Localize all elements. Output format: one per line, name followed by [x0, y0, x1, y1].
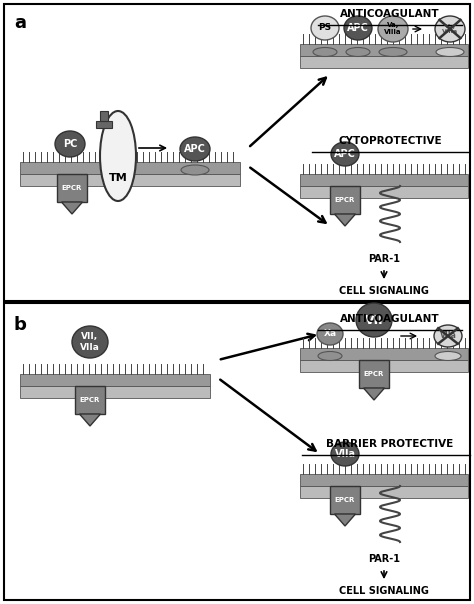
Ellipse shape	[435, 16, 465, 42]
Text: PC: PC	[63, 139, 77, 149]
Text: EPCR: EPCR	[335, 197, 355, 203]
Text: ANTICOAGULANT: ANTICOAGULANT	[340, 9, 440, 19]
Text: BARRIER PROTECTIVE: BARRIER PROTECTIVE	[327, 439, 454, 449]
Bar	[20, 174, 240, 186]
Bar	[300, 348, 468, 360]
Bar	[4, 4, 470, 301]
Ellipse shape	[346, 48, 370, 57]
Text: APC: APC	[334, 149, 356, 159]
Bar	[20, 386, 210, 398]
Bar	[100, 111, 108, 121]
Text: PAR-1: PAR-1	[368, 254, 400, 264]
Polygon shape	[62, 202, 82, 214]
Bar	[300, 486, 468, 498]
Text: APC: APC	[184, 144, 206, 154]
Bar	[20, 162, 240, 174]
Text: VII,
VIIa: VII, VIIa	[80, 332, 100, 352]
Text: CELL SIGNALING: CELL SIGNALING	[339, 586, 429, 596]
Bar	[4, 303, 470, 600]
Ellipse shape	[313, 48, 337, 57]
Text: Va,
VIIIa: Va, VIIIa	[384, 22, 402, 36]
Ellipse shape	[181, 165, 209, 175]
Bar	[330, 486, 360, 514]
Bar	[300, 44, 468, 56]
Text: APC: APC	[347, 23, 369, 33]
Text: ANTICOAGULANT: ANTICOAGULANT	[340, 314, 440, 324]
Text: CYTOPROTECTIVE: CYTOPROTECTIVE	[338, 136, 442, 146]
Bar	[20, 374, 210, 386]
Ellipse shape	[344, 16, 372, 40]
Ellipse shape	[435, 352, 461, 361]
Ellipse shape	[311, 16, 339, 40]
Bar	[75, 386, 105, 414]
Text: VII: VII	[365, 313, 383, 327]
Polygon shape	[80, 414, 100, 426]
Text: TM: TM	[109, 173, 128, 183]
Text: b: b	[14, 316, 27, 334]
Bar	[300, 360, 468, 372]
Ellipse shape	[100, 111, 136, 201]
Text: EPCR: EPCR	[335, 497, 355, 503]
Ellipse shape	[317, 323, 343, 345]
Ellipse shape	[72, 326, 108, 358]
Text: EPCR: EPCR	[80, 397, 100, 403]
Bar	[300, 174, 468, 186]
Ellipse shape	[331, 442, 359, 466]
Bar	[96, 121, 112, 128]
Polygon shape	[364, 388, 384, 400]
Text: CELL SIGNALING: CELL SIGNALING	[339, 286, 429, 296]
Polygon shape	[335, 514, 356, 526]
Bar	[359, 360, 389, 388]
Text: a: a	[14, 14, 26, 32]
Ellipse shape	[436, 48, 464, 57]
Ellipse shape	[378, 16, 408, 42]
Bar	[300, 56, 468, 68]
Bar	[300, 186, 468, 198]
Text: PS: PS	[319, 24, 331, 33]
Bar	[330, 186, 360, 214]
Ellipse shape	[318, 352, 342, 361]
Ellipse shape	[55, 131, 85, 157]
Ellipse shape	[434, 325, 462, 347]
Ellipse shape	[379, 48, 407, 57]
Ellipse shape	[356, 303, 392, 337]
Text: Va,
VIIIa: Va, VIIIa	[442, 24, 458, 34]
Text: Xa: Xa	[323, 330, 337, 338]
Text: EPCR: EPCR	[62, 185, 82, 191]
Bar	[300, 474, 468, 486]
Text: VIIa: VIIa	[335, 449, 356, 459]
Ellipse shape	[180, 137, 210, 161]
Polygon shape	[335, 214, 356, 226]
Ellipse shape	[331, 142, 359, 166]
Text: PAR-1: PAR-1	[368, 554, 400, 564]
Text: EPCR: EPCR	[364, 371, 384, 377]
Text: VIIa: VIIa	[439, 332, 456, 341]
Bar	[57, 174, 87, 202]
